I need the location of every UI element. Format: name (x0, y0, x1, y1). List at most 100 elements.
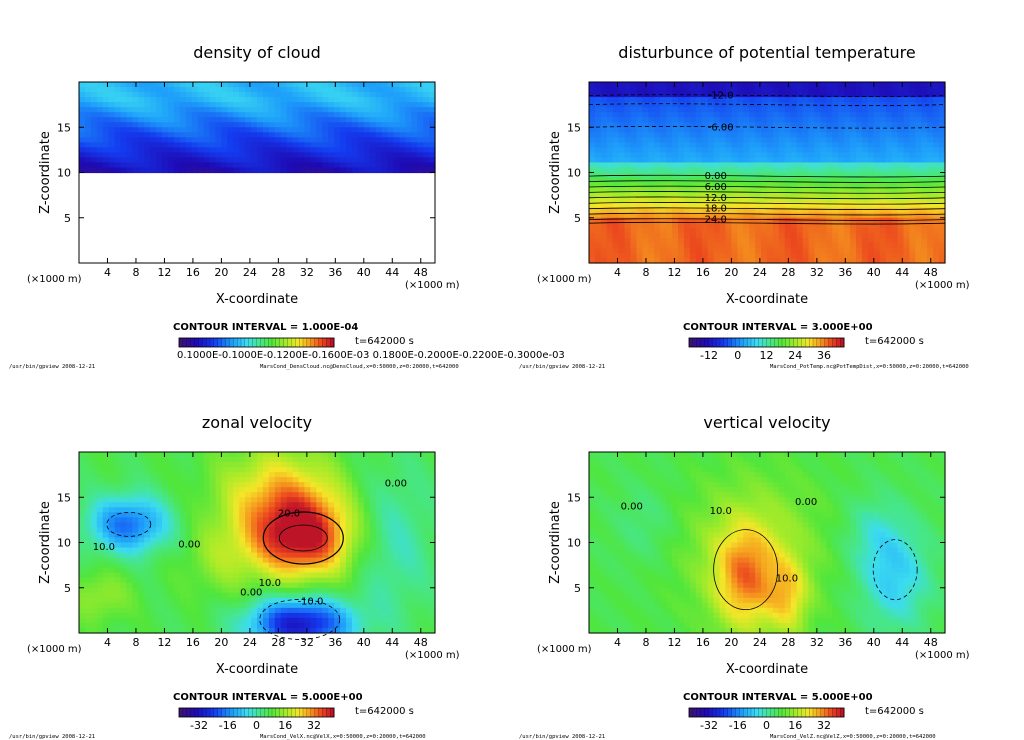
heatmap-cell (304, 502, 311, 508)
heatmap-cell (897, 122, 905, 128)
heatmap-cell (304, 117, 311, 123)
heatmap-cell (423, 92, 430, 98)
heatmap-cell (268, 547, 276, 554)
heatmap-cell (108, 517, 116, 523)
heatmap-cell (802, 222, 810, 229)
heatmap-cell (322, 557, 329, 564)
heatmap-cell (897, 127, 905, 133)
heatmap-cell (257, 587, 264, 594)
heatmap-cell (725, 127, 732, 133)
heatmap-cell (138, 527, 145, 534)
heatmap-cell (233, 507, 240, 513)
heatmap-cell (814, 137, 821, 143)
heatmap-cell (251, 507, 258, 513)
heatmap-cell (606, 177, 614, 184)
heatmap-cell (168, 627, 175, 634)
heatmap-cell (144, 592, 151, 599)
heatmap-cell (185, 552, 193, 559)
heatmap-cell (304, 532, 311, 539)
heatmap-cell (298, 487, 306, 493)
heatmap-cell (268, 582, 276, 589)
heatmap-cell (132, 522, 139, 529)
heatmap-cell (939, 182, 946, 189)
heatmap-cell (239, 602, 246, 609)
heatmap-cell (666, 187, 673, 194)
heatmap-cell (286, 157, 294, 164)
heatmap-cell (268, 132, 276, 138)
heatmap-cell (737, 207, 744, 214)
heatmap-cell (322, 622, 329, 629)
heatmap-cell (262, 97, 270, 103)
heatmap-cell (227, 532, 234, 539)
heatmap-cell (915, 137, 922, 143)
heatmap-cell (84, 107, 92, 113)
heatmap-cell (796, 157, 804, 164)
heatmap-cell (191, 617, 199, 624)
colorbar-cell (190, 337, 196, 348)
heatmap-cell (168, 472, 175, 478)
heatmap-cell (274, 162, 282, 169)
heatmap-cell (245, 147, 252, 153)
heatmap-cell (292, 617, 300, 624)
heatmap-cell (150, 457, 157, 463)
heatmap-cell (701, 132, 709, 138)
heatmap-cell (648, 202, 655, 209)
heatmap-cell (227, 167, 234, 174)
heatmap-cell (755, 82, 762, 88)
colorbar-cell (700, 337, 706, 348)
heatmap-cell (346, 117, 353, 123)
heatmap-cell (304, 157, 311, 164)
heatmap-cell (808, 82, 816, 88)
heatmap-cell (755, 192, 762, 199)
heatmap-cell (328, 87, 335, 93)
heatmap-cell (209, 497, 217, 503)
heatmap-cell (648, 227, 655, 234)
heatmap-cell (209, 157, 217, 164)
heatmap-cell (79, 472, 86, 478)
heatmap-cell (861, 187, 869, 194)
contour-line (588, 218, 946, 221)
heatmap-cell (921, 177, 928, 184)
heatmap-cell (298, 557, 306, 564)
heatmap-cell (642, 187, 649, 194)
heatmap-cell (737, 97, 744, 103)
heatmap-cell (767, 247, 774, 254)
heatmap-cell (96, 127, 104, 133)
heatmap-cell (832, 232, 839, 239)
heatmap-cell (678, 142, 685, 148)
heatmap-cell (683, 227, 691, 234)
heatmap-cell (832, 162, 839, 169)
heatmap-cell (120, 497, 128, 503)
heatmap-cell (363, 132, 371, 138)
heatmap-cell (933, 112, 940, 118)
heatmap-cell (96, 467, 104, 473)
heatmap-cell (340, 97, 347, 103)
heatmap-cell (642, 232, 649, 239)
heatmap-cell (411, 97, 418, 103)
heatmap-cell (79, 522, 86, 529)
heatmap-cell (239, 472, 246, 478)
heatmap-cell (328, 107, 335, 113)
heatmap-cell (179, 132, 187, 138)
heatmap-cell (897, 92, 905, 98)
heatmap-cell (399, 117, 406, 123)
heatmap-cell (909, 127, 916, 133)
heatmap-cell (624, 122, 632, 128)
y-tick-label: 15 (567, 121, 581, 134)
heatmap-cell (96, 137, 104, 143)
heatmap-cell (707, 152, 715, 159)
contour-line (588, 185, 946, 189)
heatmap-cell (245, 612, 252, 619)
heatmap-cell (660, 232, 667, 239)
heatmap-cell (725, 182, 732, 189)
heatmap-cell (405, 122, 412, 128)
heatmap-cell (683, 132, 691, 138)
heatmap-cell (832, 92, 839, 98)
heatmap-cell (909, 197, 916, 204)
heatmap-cell (405, 87, 412, 93)
heatmap-cell (191, 97, 199, 103)
heatmap-cell (245, 557, 252, 564)
heatmap-cell (767, 207, 774, 214)
heatmap-cell (832, 107, 839, 113)
heatmap-cell (856, 242, 863, 249)
